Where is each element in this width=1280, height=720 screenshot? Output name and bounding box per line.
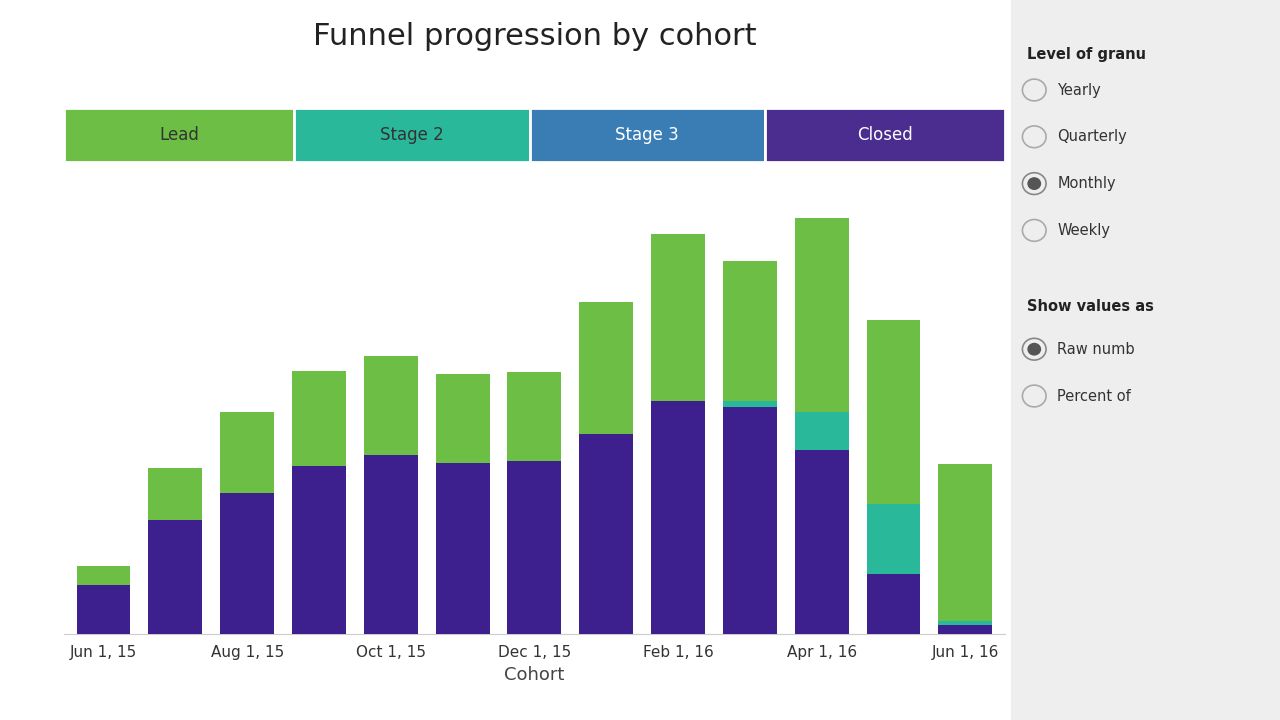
Text: Monthly: Monthly bbox=[1057, 176, 1116, 191]
Text: Percent of: Percent of bbox=[1057, 389, 1132, 403]
Bar bbox=[765, 108, 1005, 162]
Text: Lead: Lead bbox=[159, 126, 200, 144]
Text: Show values as: Show values as bbox=[1027, 299, 1153, 314]
Bar bbox=[294, 108, 530, 162]
Text: Closed: Closed bbox=[858, 126, 913, 144]
Bar bbox=[530, 108, 765, 162]
Text: Raw numb: Raw numb bbox=[1057, 342, 1135, 356]
Bar bbox=[148, 520, 202, 634]
Text: Weekly: Weekly bbox=[1057, 223, 1110, 238]
Text: Stage 2: Stage 2 bbox=[380, 126, 444, 144]
Text: Funnel progression by cohort: Funnel progression by cohort bbox=[312, 22, 756, 50]
Bar bbox=[435, 374, 489, 463]
Bar bbox=[795, 412, 849, 450]
Circle shape bbox=[1028, 343, 1041, 355]
Bar bbox=[435, 463, 489, 634]
Text: Quarterly: Quarterly bbox=[1057, 130, 1126, 144]
Bar bbox=[580, 302, 634, 433]
Bar bbox=[723, 407, 777, 634]
Bar bbox=[292, 372, 346, 467]
Bar bbox=[938, 464, 992, 621]
Bar bbox=[507, 372, 562, 461]
Bar bbox=[148, 468, 202, 520]
Bar bbox=[220, 493, 274, 634]
Bar bbox=[507, 461, 562, 634]
Bar bbox=[867, 320, 920, 504]
Bar bbox=[77, 566, 131, 585]
Bar bbox=[938, 625, 992, 634]
Bar bbox=[580, 433, 634, 634]
Bar bbox=[364, 356, 417, 455]
Text: Stage 3: Stage 3 bbox=[616, 126, 680, 144]
Bar bbox=[652, 234, 705, 401]
Bar bbox=[64, 108, 294, 162]
Bar bbox=[723, 261, 777, 401]
Bar bbox=[723, 402, 777, 407]
Bar bbox=[292, 467, 346, 634]
Bar bbox=[652, 401, 705, 634]
Text: Level of granu: Level of granu bbox=[1027, 47, 1146, 62]
Bar bbox=[77, 585, 131, 634]
Bar bbox=[867, 575, 920, 634]
Bar bbox=[795, 450, 849, 634]
Bar bbox=[938, 621, 992, 625]
Bar bbox=[867, 504, 920, 575]
Text: Yearly: Yearly bbox=[1057, 83, 1101, 97]
Bar bbox=[795, 217, 849, 412]
X-axis label: Cohort: Cohort bbox=[504, 666, 564, 684]
Circle shape bbox=[1028, 178, 1041, 189]
Bar bbox=[220, 412, 274, 493]
Bar bbox=[364, 455, 417, 634]
